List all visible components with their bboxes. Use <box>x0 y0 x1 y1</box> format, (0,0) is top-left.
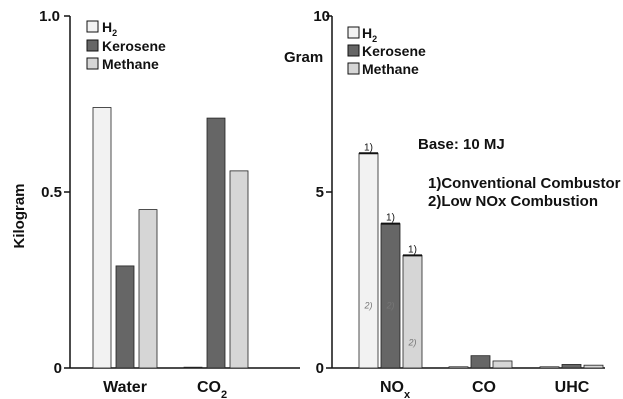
bar-water-h2 <box>92 107 112 369</box>
bar-co2-kerosene <box>206 117 226 369</box>
bar-water-methane <box>138 209 158 369</box>
left-category-co2-label: CO2 <box>197 379 227 399</box>
right-bars: 1) 2) 1) 2) 1) 2) <box>358 142 604 369</box>
bar-co-h2 <box>448 366 469 369</box>
left-category-water: Water <box>103 379 147 396</box>
right-legend-swatch-h2 <box>347 26 360 39</box>
right-legend-kerosene: Kerosene <box>362 43 426 59</box>
left-category-co2-sub: 2 <box>221 389 227 399</box>
left-legend-swatch-h2 <box>86 20 99 33</box>
left-legend-h2: H2 <box>102 19 117 38</box>
annotation-base: Base: 10 MJ <box>418 136 505 153</box>
left-legend: H2 Kerosene Methane <box>86 19 166 72</box>
annotation-conventional: 1)Conventional Combustor <box>428 175 621 192</box>
annotation-low-nox: 2)Low NOx Combustion <box>428 193 598 210</box>
conventional-mark-kerosene: 1) <box>386 213 395 224</box>
bar-co-kerosene <box>470 355 491 369</box>
left-category-co2: CO2 <box>197 379 227 399</box>
bar-water-kerosene <box>115 265 135 369</box>
bar-uhc-h2 <box>539 366 560 369</box>
left-legend-swatch-methane <box>86 57 99 70</box>
bar-nox-methane <box>402 254 423 369</box>
right-ytick-mid: 5 <box>316 184 324 201</box>
conventional-mark-methane: 1) <box>408 244 417 255</box>
left-panel: 1.0 0.5 0 Kilogram Water CO2 H2 Kerosene… <box>11 8 300 399</box>
right-legend-h2: H2 <box>362 25 377 44</box>
right-legend: H2 Kerosene Methane <box>347 25 426 77</box>
left-bars <box>92 107 249 369</box>
right-ytick-bottom: 0 <box>316 360 324 377</box>
right-legend-swatch-kerosene <box>347 44 360 57</box>
right-ytick-top: 10 <box>313 8 330 25</box>
bar-nox-kerosene <box>380 223 401 369</box>
right-category-nox: NOx <box>380 379 411 399</box>
left-legend-swatch-kerosene <box>86 39 99 52</box>
right-category-uhc: UHC <box>555 379 590 396</box>
bar-co-methane <box>492 360 513 369</box>
right-legend-swatch-methane <box>347 62 360 75</box>
conventional-mark-h2: 1) <box>364 142 373 153</box>
bar-co2-h2 <box>183 366 203 369</box>
left-category-water-label: Water <box>103 379 147 396</box>
bar-co2-methane <box>229 170 249 369</box>
right-panel: 10 5 0 Gram 1) 2) 1) 2) 1) 2) NOx CO UHC H2 K… <box>284 8 621 399</box>
right-category-nox-label: NOx <box>380 379 411 399</box>
low-nox-mark-kerosene: 2) <box>385 301 394 311</box>
bar-nox-h2 <box>358 152 379 369</box>
left-y-axis-label: Kilogram <box>11 183 28 248</box>
bar-uhc-kerosene <box>561 364 582 369</box>
low-nox-mark-h2: 2) <box>363 301 372 311</box>
right-category-co: CO <box>472 379 496 396</box>
left-ytick-top: 1.0 <box>39 8 60 25</box>
left-ytick-bottom: 0 <box>54 360 62 377</box>
right-category-uhc-label: UHC <box>555 379 590 396</box>
left-legend-kerosene: Kerosene <box>102 38 166 54</box>
right-y-axis-label: Gram <box>284 49 323 66</box>
right-category-co-label: CO <box>472 379 496 396</box>
bar-uhc-methane <box>583 364 604 369</box>
left-ytick-mid: 0.5 <box>41 184 62 201</box>
right-category-nox-sub: x <box>404 389 411 399</box>
left-legend-methane: Methane <box>102 56 159 72</box>
low-nox-mark-methane: 2) <box>407 338 416 348</box>
right-legend-methane: Methane <box>362 61 419 77</box>
